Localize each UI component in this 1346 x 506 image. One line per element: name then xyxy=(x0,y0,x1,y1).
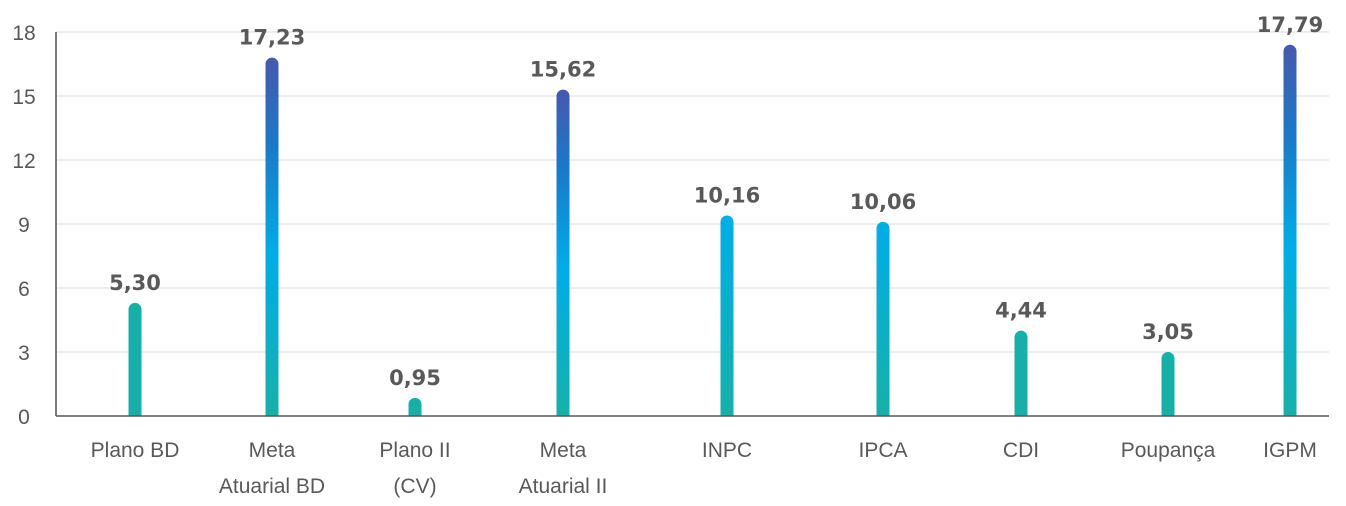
bar xyxy=(876,221,890,416)
y-tick-label: 18 xyxy=(12,22,35,45)
data-label: 5,30 xyxy=(109,271,161,295)
data-label: 10,06 xyxy=(850,190,916,214)
data-label: 0,95 xyxy=(389,366,441,390)
data-label: 4,44 xyxy=(995,299,1047,323)
y-tick-label: 12 xyxy=(12,150,35,173)
y-tick-label: 15 xyxy=(12,86,35,109)
bar xyxy=(556,89,570,416)
grid-lines xyxy=(56,31,1329,353)
y-tick-label: 6 xyxy=(18,278,30,301)
y-tick-label: 3 xyxy=(18,342,30,365)
x-category-label: INPC xyxy=(702,439,752,462)
x-category-label: IGPM xyxy=(1263,439,1317,462)
axes xyxy=(55,32,1329,417)
data-label: 15,62 xyxy=(530,58,596,82)
bar xyxy=(1014,330,1028,416)
x-category-label: CDI xyxy=(1003,439,1039,462)
bar xyxy=(408,397,422,416)
data-label: 17,23 xyxy=(239,26,305,50)
y-tick-label: 9 xyxy=(18,214,30,237)
x-category-label: IPCA xyxy=(858,439,907,462)
data-label: 17,79 xyxy=(1257,13,1323,37)
bar xyxy=(265,57,279,416)
x-category-label: Poupança xyxy=(1121,439,1216,462)
x-axis-category-labels: Plano BD Meta Atuarial BD Plano II (CV) Meta A… xyxy=(91,439,1317,498)
bar xyxy=(1283,44,1297,417)
data-labels: 5,30 17,23 0,95 15,62 10,16 10,06 4,44 3,05 17,7… xyxy=(109,13,1323,390)
bar xyxy=(128,302,142,416)
x-category-label: Meta Atuarial BD xyxy=(219,439,325,498)
y-tick-label: 0 xyxy=(18,406,30,429)
data-label: 3,05 xyxy=(1142,320,1194,344)
bar xyxy=(720,215,734,416)
x-category-label: Plano BD xyxy=(91,439,180,462)
x-category-label: Meta Atuarial II xyxy=(519,439,608,498)
data-label: 10,16 xyxy=(694,183,760,207)
x-category-label: Plano II (CV) xyxy=(379,439,450,498)
bar xyxy=(1161,352,1175,416)
bars xyxy=(128,44,1297,417)
y-axis-tick-labels: 0 3 6 9 12 15 18 xyxy=(12,22,35,429)
